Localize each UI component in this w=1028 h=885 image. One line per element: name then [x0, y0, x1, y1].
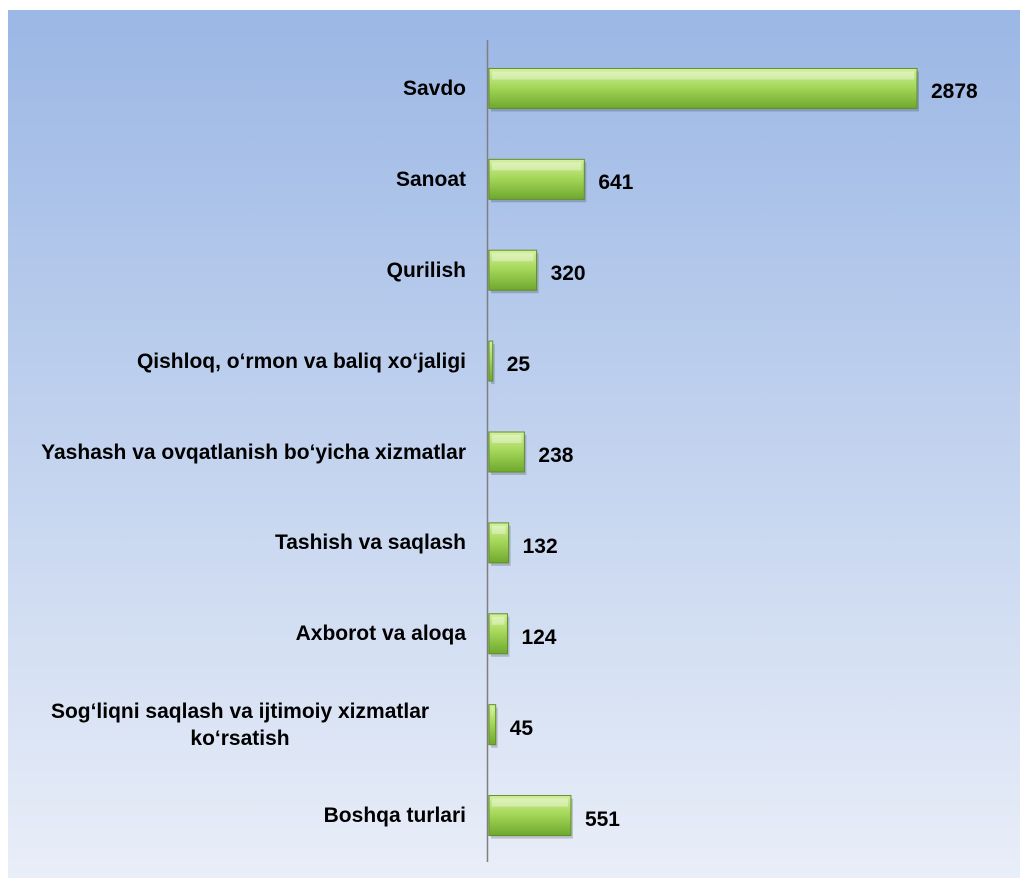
category-label-text: Qurilish — [386, 258, 466, 282]
value-label: 320 — [551, 259, 586, 289]
bar — [488, 613, 508, 655]
bar-bevel — [492, 798, 568, 807]
category-label: Qishloq, o‘rmon va baliq xo‘jaligi — [137, 321, 466, 401]
value-label: 551 — [585, 805, 620, 835]
category-label: Boshqa turlari — [324, 776, 466, 856]
bar — [488, 67, 918, 109]
value-label-text: 124 — [521, 625, 557, 649]
value-label-text: 320 — [550, 262, 586, 286]
bar — [488, 431, 525, 473]
category-label: Qurilish — [387, 230, 466, 310]
category-label: Sog‘liqni saqlash va ijtimoiy xizmatlar … — [14, 685, 466, 765]
category-label-text: Tashish va saqlash — [274, 531, 466, 555]
category-label-text: Boshqa turlari — [323, 804, 466, 828]
bar — [488, 340, 494, 382]
category-label-text: Qishloq, o‘rmon va baliq xo‘jaligi — [136, 349, 466, 373]
bar-bevel — [492, 616, 505, 625]
bar-bevel — [492, 162, 582, 171]
bar-bevel — [492, 71, 914, 80]
value-label-text: 551 — [584, 807, 620, 831]
value-label: 238 — [538, 441, 573, 471]
bar — [488, 158, 585, 200]
value-label-text: 25 — [506, 353, 531, 377]
value-label: 25 — [507, 350, 530, 380]
bar-bevel — [492, 253, 534, 262]
value-label-text: 2878 — [931, 80, 978, 104]
category-label-text: Axborot va aloqa — [295, 622, 466, 646]
category-label: Axborot va aloqa — [296, 594, 466, 674]
value-label: 124 — [521, 623, 556, 653]
bar-bevel — [492, 435, 522, 443]
category-label-text: Sanoat — [395, 167, 466, 191]
value-label-text: 238 — [538, 444, 574, 467]
category-label-text: Savdo — [402, 76, 466, 100]
value-label: 132 — [523, 532, 558, 562]
category-label-text: Sog‘liqni saqlash va ijtimoiy xizmatlar … — [50, 699, 430, 750]
value-label: 2878 — [931, 77, 978, 107]
category-label: Sanoat — [396, 139, 466, 219]
category-label: Yashash va ovqatlanish bo‘yicha xizmatla… — [41, 412, 466, 492]
bar — [488, 522, 510, 564]
category-label-text: Yashash va ovqatlanish bo‘yicha xizmatla… — [41, 440, 466, 464]
bar-bevel — [492, 525, 506, 534]
value-label-text: 641 — [598, 171, 634, 195]
bar — [488, 795, 572, 837]
value-label: 45 — [510, 714, 533, 744]
value-label-text: 132 — [522, 534, 558, 558]
bar — [488, 249, 538, 291]
category-label: Savdo — [403, 48, 466, 128]
bar — [488, 704, 497, 746]
value-label-text: 45 — [509, 716, 534, 740]
category-label: Tashish va saqlash — [275, 503, 466, 583]
bar-bevel — [492, 707, 493, 716]
value-label: 641 — [598, 168, 633, 198]
